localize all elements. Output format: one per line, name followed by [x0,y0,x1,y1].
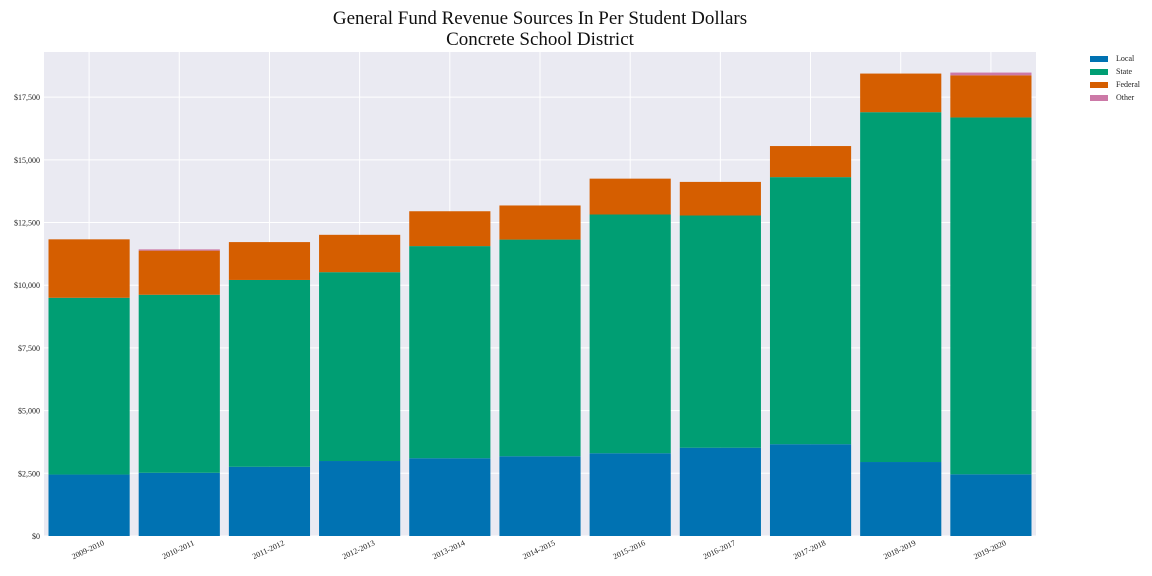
chart-subtitle: Concrete School District [446,29,634,50]
x-tick-label: 2017-2018 [792,538,827,561]
bar-federal-2013-2014 [409,211,491,247]
bar-local-2016-2017 [679,447,761,536]
bar-local-2009-2010 [48,474,130,536]
bar-federal-2015-2016 [589,178,671,215]
x-tick-label: 2010-2011 [161,538,196,561]
x-tick-label: 2011-2012 [251,538,286,561]
bar-state-2011-2012 [228,279,311,467]
bar-state-2010-2011 [138,294,220,473]
bar-other-2010-2011 [138,249,220,251]
bar-federal-2014-2015 [499,205,581,240]
bar-local-2014-2015 [499,456,581,536]
x-tick-label: 2013-2014 [431,538,466,561]
bar-other-2019-2020 [950,72,1032,76]
bar-state-2009-2010 [48,297,130,475]
legend-swatch [1090,55,1108,62]
bar-federal-2011-2012 [228,242,311,280]
bar-federal-2012-2013 [319,234,401,273]
bar-local-2015-2016 [589,453,671,536]
bar-state-2012-2013 [319,272,401,462]
legend-item-federal: Federal [1090,78,1140,91]
x-tick-label: 2018-2019 [882,538,917,561]
bar-state-2017-2018 [769,177,852,445]
y-tick-label: $0 [32,532,40,541]
legend-swatch [1090,81,1108,88]
bar-local-2018-2019 [860,462,942,536]
y-tick-label: $17,500 [14,93,40,102]
y-tick-label: $5,000 [18,407,40,416]
bar-local-2019-2020 [950,474,1032,536]
legend-item-local: Local [1090,52,1140,65]
legend-item-state: State [1090,65,1140,78]
x-tick-label: 2014-2015 [521,538,556,561]
bar-state-2013-2014 [409,246,491,459]
legend-item-other: Other [1090,91,1140,104]
bar-local-2013-2014 [409,458,491,536]
y-tick-label: $2,500 [18,469,40,478]
x-tick-label: 2012-2013 [341,538,376,561]
bar-state-2018-2019 [860,112,942,463]
x-tick-label: 2009-2010 [70,538,105,561]
y-tick-label: $7,500 [18,344,40,353]
y-tick-label: $12,500 [14,219,40,228]
bar-federal-2009-2010 [48,239,130,298]
y-tick-label: $15,000 [14,156,40,165]
x-tick-label: 2019-2020 [972,538,1007,561]
y-tick-label: $10,000 [14,281,40,290]
bar-local-2011-2012 [228,466,311,536]
bar-federal-2010-2011 [138,250,220,295]
chart-title: General Fund Revenue Sources In Per Stud… [332,8,748,29]
bar-local-2012-2013 [319,461,401,536]
x-tick-label: 2015-2016 [612,538,647,561]
bar-local-2017-2018 [769,444,852,536]
bar-state-2016-2017 [679,215,761,448]
legend-swatch [1090,68,1108,75]
legend-label: Federal [1116,80,1140,89]
bar-state-2014-2015 [499,239,581,457]
legend-label: Other [1116,93,1135,102]
bar-federal-2017-2018 [769,146,852,178]
bar-state-2019-2020 [950,117,1032,475]
x-tick-label: 2016-2017 [702,538,737,561]
bar-federal-2019-2020 [950,75,1032,118]
bar-state-2015-2016 [589,214,671,454]
legend-label: Local [1116,54,1135,63]
bar-local-2010-2011 [138,472,220,536]
bar-federal-2018-2019 [860,73,942,113]
legend-swatch [1090,94,1108,101]
bar-federal-2016-2017 [679,181,761,216]
legend-label: State [1116,67,1132,76]
legend: Local State Federal Other [1090,52,1140,104]
